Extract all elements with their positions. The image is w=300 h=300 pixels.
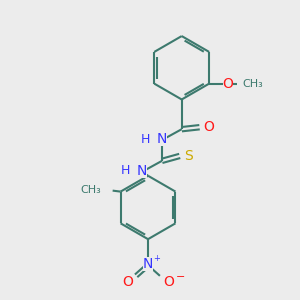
Text: N: N (137, 164, 148, 178)
Text: O: O (122, 275, 133, 289)
Text: CH₃: CH₃ (80, 184, 101, 195)
Text: H: H (121, 164, 130, 177)
Text: O: O (164, 275, 174, 289)
Text: H: H (141, 133, 150, 146)
Text: CH₃: CH₃ (243, 79, 264, 88)
Text: O: O (203, 120, 214, 134)
Text: S: S (184, 149, 193, 163)
Text: N: N (143, 257, 153, 271)
Text: O: O (223, 76, 233, 91)
Text: −: − (176, 272, 185, 282)
Text: +: + (153, 254, 160, 263)
Text: N: N (157, 132, 167, 146)
